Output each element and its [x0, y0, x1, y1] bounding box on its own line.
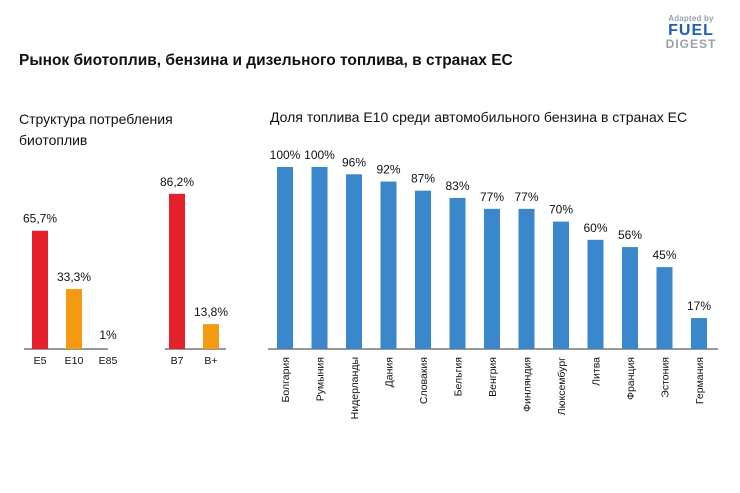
label-b7: 86,2%: [160, 175, 194, 189]
bar-country-9: [553, 221, 569, 349]
tick-b7: B7: [171, 355, 184, 367]
label-e5: 65,7%: [23, 212, 57, 226]
tick-country-13: Германия: [694, 357, 706, 404]
logo-digest-text: DIGEST: [665, 37, 717, 51]
tick-country-1: Болгария: [280, 357, 292, 402]
tick-country-6: Бельгия: [453, 357, 465, 396]
logo-adapted-text: Adapted by: [668, 14, 714, 23]
e10-chart-title: Доля топлива E10 среди автомобильного бе…: [270, 109, 688, 125]
tick-e10: E10: [65, 355, 84, 367]
tick-b-plus: B+: [204, 355, 217, 367]
logo-fuel-text: FUEL: [668, 22, 714, 39]
bar-country-3: [346, 174, 362, 349]
label-country-5: 87%: [411, 172, 435, 186]
bar-e10: [66, 289, 82, 349]
label-country-4: 92%: [376, 163, 400, 177]
bar-country-8: [518, 208, 535, 349]
bar-country-10: [587, 239, 604, 349]
label-country-2: 100%: [304, 148, 335, 162]
label-country-6: 83%: [445, 179, 469, 193]
tick-country-10: Литва: [591, 357, 603, 386]
tick-country-9: Люксембург: [556, 357, 568, 415]
tick-country-12: Эстония: [660, 357, 672, 398]
bar-country-4: [380, 181, 397, 349]
label-country-8: 77%: [514, 190, 538, 204]
tick-country-5: Словакия: [418, 357, 430, 404]
bar-country-11: [622, 247, 638, 349]
label-country-1: 100%: [270, 148, 301, 162]
bar-country-7: [484, 208, 500, 349]
label-country-11: 56%: [618, 228, 642, 242]
page-title: Рынок биотоплив, бензина и дизельного то…: [19, 52, 513, 69]
tick-country-11: Франция: [625, 357, 637, 400]
tick-country-2: Румыния: [315, 357, 327, 401]
label-e10: 33,3%: [57, 270, 91, 284]
label-e85: 1%: [99, 328, 117, 342]
label-b-plus: 13,8%: [194, 305, 228, 319]
fuel-digest-logo: Adapted by FUEL DIGEST: [660, 14, 722, 50]
bar-b-plus: [203, 324, 219, 349]
label-country-12: 45%: [652, 248, 676, 262]
tick-country-7: Венгрия: [487, 357, 499, 397]
bar-country-1: [277, 167, 293, 349]
label-country-3: 96%: [342, 155, 366, 169]
tick-country-8: Финляндия: [522, 357, 534, 412]
bar-b7: [169, 193, 185, 349]
biofuel-chart-title: Структура потребления биотоплив: [19, 111, 173, 148]
bar-country-13: [691, 318, 707, 349]
label-country-7: 77%: [480, 190, 504, 204]
tick-e85: E85: [99, 355, 118, 367]
tick-country-3: Нидерланды: [349, 357, 361, 419]
bar-country-6: [449, 197, 466, 349]
bar-country-5: [415, 190, 431, 349]
bar-e5: [32, 230, 48, 349]
bar-country-12: [656, 267, 673, 349]
label-country-9: 70%: [549, 203, 573, 217]
label-country-10: 60%: [583, 221, 607, 235]
bar-country-2: [311, 167, 328, 349]
tick-e5: E5: [34, 355, 47, 367]
tick-country-4: Дания: [384, 357, 396, 387]
label-country-13: 17%: [687, 299, 711, 313]
